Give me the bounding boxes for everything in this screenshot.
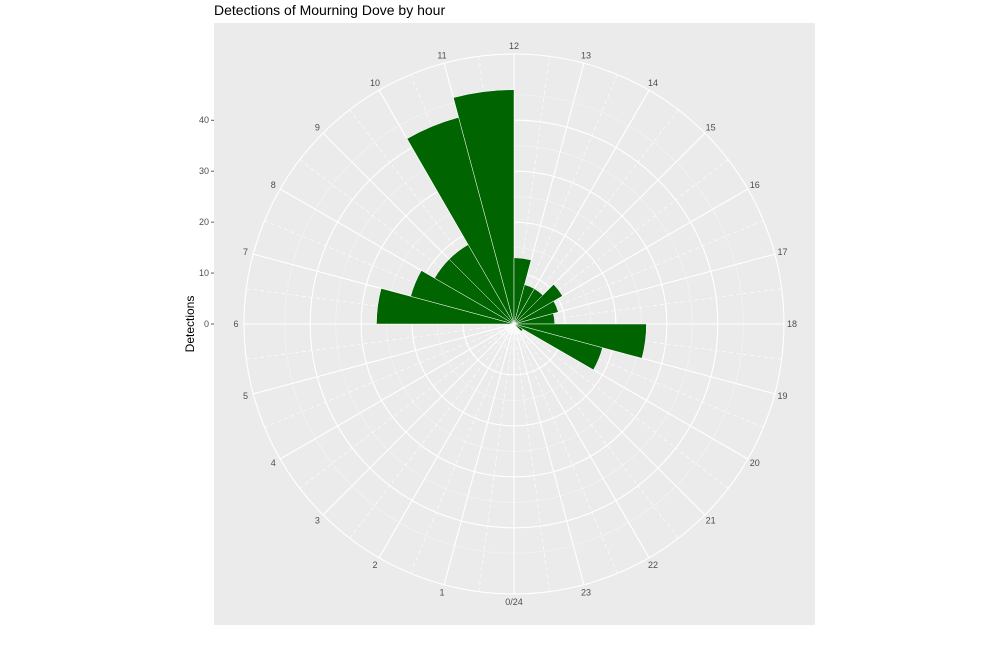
y-tick-label: 0	[204, 319, 209, 329]
minor-spoke	[246, 323, 515, 360]
hour-label: 12	[509, 41, 519, 51]
minor-spoke	[349, 323, 515, 539]
hour-label: 3	[315, 516, 320, 526]
minor-spoke	[513, 323, 729, 489]
bar-hour-19	[513, 323, 603, 371]
y-axis-label: Detections	[183, 296, 197, 353]
y-tick-label: 10	[199, 268, 209, 278]
minor-spoke	[299, 323, 515, 489]
minor-spoke	[513, 288, 782, 325]
hour-label: 15	[706, 122, 716, 132]
minor-spoke	[410, 323, 515, 574]
major-spoke	[253, 323, 515, 395]
bar-hour-16	[513, 300, 559, 325]
y-tick-label: 30	[199, 166, 209, 176]
hour-label: 16	[750, 180, 760, 190]
hour-label: 23	[581, 588, 591, 598]
minor-spoke	[513, 323, 550, 592]
hour-label: 6	[233, 319, 238, 329]
chart-title: Detections of Mourning Dove by hour	[214, 2, 445, 18]
major-spoke	[279, 323, 515, 460]
bar-hour-6	[376, 288, 515, 325]
hour-label: 10	[370, 78, 380, 88]
minor-spoke	[478, 323, 515, 592]
hour-label: 5	[243, 391, 248, 401]
major-spoke	[378, 323, 515, 559]
hour-label: 20	[750, 458, 760, 468]
major-spoke	[443, 323, 515, 585]
minor-spoke	[513, 323, 618, 574]
hour-label: 1	[439, 588, 444, 598]
hour-label: 4	[271, 458, 276, 468]
major-spoke	[513, 323, 585, 585]
minor-spoke	[513, 323, 679, 539]
hour-label: 19	[777, 391, 787, 401]
bar-hour-7	[410, 270, 515, 325]
hour-label: 7	[243, 247, 248, 257]
hour-label: 11	[437, 51, 446, 61]
y-tick-label: 40	[199, 115, 209, 125]
hour-label: 14	[648, 78, 658, 88]
major-spoke	[322, 323, 515, 516]
y-tick-label: 20	[199, 217, 209, 227]
bar-hour-20	[513, 323, 524, 332]
hour-label: 17	[777, 247, 787, 257]
hour-label: 18	[787, 319, 797, 329]
hour-label: 2	[372, 560, 377, 570]
major-spoke	[513, 323, 706, 516]
bars	[376, 89, 647, 371]
minor-spoke	[264, 323, 515, 428]
major-spoke	[513, 89, 650, 325]
major-spoke	[513, 323, 650, 559]
hour-label: 0/24	[505, 597, 523, 607]
hour-label: 9	[315, 122, 320, 132]
hour-label: 13	[581, 51, 591, 61]
y-axis: 0 10 20 30 40	[199, 115, 214, 329]
hour-label: 22	[648, 560, 658, 570]
bar-hour-15	[513, 284, 563, 325]
minor-spoke	[513, 109, 679, 325]
bar-hour-18	[513, 323, 647, 359]
hour-label: 21	[706, 516, 716, 526]
minor-spoke	[513, 74, 618, 325]
hour-labels: 0/24123456789101112131415161718192021222…	[233, 41, 797, 607]
hour-label: 8	[271, 180, 276, 190]
bar-hour-11	[453, 89, 515, 325]
